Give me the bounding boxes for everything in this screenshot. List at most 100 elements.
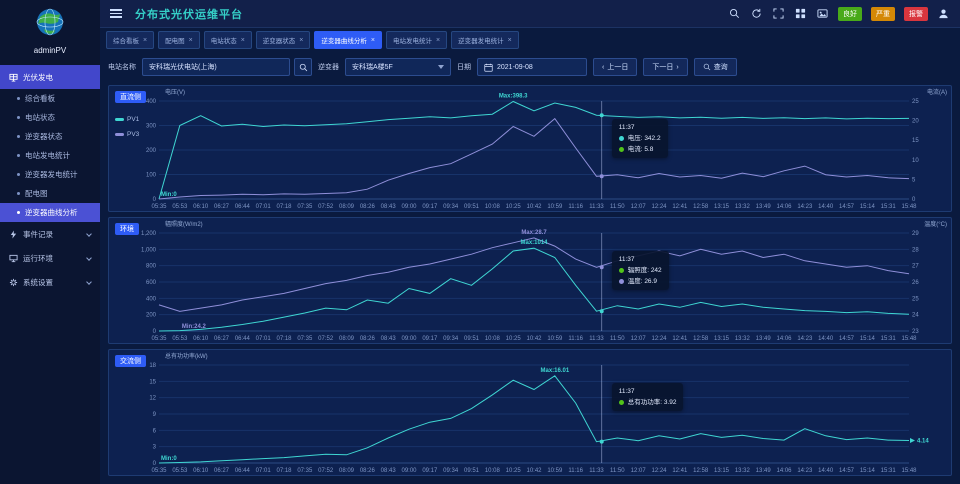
- close-icon[interactable]: ×: [507, 36, 512, 44]
- svg-text:13:32: 13:32: [735, 204, 751, 210]
- station-input[interactable]: 安科瑞光伏电站(上海): [142, 58, 290, 76]
- grid-icon[interactable]: [794, 7, 807, 20]
- sidebar-item-3[interactable]: 系统设置: [0, 270, 100, 294]
- inverter-select[interactable]: 安科瑞A楼5F: [345, 58, 451, 76]
- svg-text:10:08: 10:08: [485, 468, 501, 474]
- screenshot-icon[interactable]: [816, 7, 829, 20]
- close-icon[interactable]: ×: [143, 36, 148, 44]
- svg-text:06:10: 06:10: [193, 336, 209, 342]
- svg-text:06:10: 06:10: [193, 468, 209, 474]
- svg-text:600: 600: [146, 280, 157, 286]
- svg-text:14:57: 14:57: [839, 204, 855, 210]
- tab-label: 电站发电统计: [392, 38, 432, 45]
- sidebar-subitem[interactable]: 综合看板: [0, 89, 100, 108]
- next-day-button[interactable]: 下一日 ›: [643, 58, 688, 76]
- svg-text:15:31: 15:31: [881, 336, 897, 342]
- svg-text:11:33: 11:33: [589, 468, 604, 474]
- menu-toggle-icon[interactable]: [110, 9, 122, 18]
- sidebar-subitem[interactable]: 配电图: [0, 184, 100, 203]
- tab-5[interactable]: 电站发电统计 ×: [385, 31, 448, 49]
- tab-6[interactable]: 逆变器发电统计 ×: [451, 31, 519, 49]
- svg-text:15:31: 15:31: [881, 468, 897, 474]
- svg-text:15: 15: [149, 379, 156, 385]
- sidebar-item-1[interactable]: 事件记录: [0, 222, 100, 246]
- globe-logo-icon: [36, 8, 64, 36]
- sidebar-subitem[interactable]: 电站发电统计: [0, 146, 100, 165]
- svg-text:13:15: 13:15: [714, 468, 730, 474]
- tab-3[interactable]: 逆变器状态 ×: [255, 31, 311, 49]
- series-line: [158, 237, 910, 312]
- sidebar-item-label: 运行环境: [23, 253, 53, 263]
- svg-text:07:01: 07:01: [256, 204, 272, 210]
- svg-text:11:50: 11:50: [610, 336, 625, 342]
- main-content: 分布式光伏运维平台 良好 严重 报警 综合看板 × 配电图: [100, 0, 960, 484]
- close-icon[interactable]: ×: [435, 36, 441, 44]
- svg-text:0: 0: [153, 197, 157, 203]
- user-icon[interactable]: [937, 7, 950, 20]
- tab-2[interactable]: 电站状态 ×: [203, 31, 252, 49]
- svg-text:10: 10: [912, 158, 919, 164]
- status-badge-good[interactable]: 良好: [838, 6, 862, 21]
- fullscreen-icon[interactable]: [772, 7, 785, 20]
- chart-canvas: 0 3 6 9 12 15 18 总有功功率(kW) 05:35 05:53 06:10 06:27 0…: [149, 352, 929, 474]
- sidebar-subitem[interactable]: 逆变器发电统计: [0, 165, 100, 184]
- svg-text:12:24: 12:24: [651, 204, 667, 210]
- svg-text:13:15: 13:15: [714, 336, 730, 342]
- close-icon[interactable]: ×: [299, 36, 304, 44]
- svg-text:06:27: 06:27: [214, 468, 230, 474]
- bullet-icon: [17, 97, 20, 100]
- status-badge-severe[interactable]: 严重: [871, 6, 895, 21]
- sidebar-subitem[interactable]: 电站状态: [0, 108, 100, 127]
- svg-text:10:08: 10:08: [485, 336, 501, 342]
- svg-text:11:33: 11:33: [589, 204, 604, 210]
- svg-text:07:35: 07:35: [297, 468, 313, 474]
- tab-label: 电站状态: [210, 38, 237, 45]
- chart-plot: 0 200 400 600 800 1,000 1,200 23 24 25 26 27 28 29 辐照度…: [109, 218, 951, 343]
- query-label: 查询: [713, 64, 728, 71]
- panel-tag: 环境: [115, 223, 139, 235]
- tab-4[interactable]: 逆变器曲线分析 ×: [314, 31, 382, 49]
- bullet-icon: [17, 116, 20, 119]
- station-search-button[interactable]: [294, 58, 312, 76]
- search-icon[interactable]: [728, 7, 741, 20]
- tab-label: 逆变器状态: [262, 38, 296, 45]
- status-badge-alarm[interactable]: 报警: [904, 6, 928, 21]
- search-icon: [703, 63, 710, 71]
- svg-text:14:57: 14:57: [839, 336, 855, 342]
- svg-text:13:49: 13:49: [756, 468, 772, 474]
- svg-text:07:18: 07:18: [276, 336, 292, 342]
- svg-text:电流(A): 电流(A): [927, 88, 947, 96]
- close-icon[interactable]: ×: [240, 36, 245, 44]
- sidebar-menu: 光伏发电综合看板电站状态 逆变器状态 电站发电统计 逆变器发电统计 配电图 逆变器曲线分析…: [0, 65, 100, 294]
- legend-item-PV1[interactable]: PV1: [115, 116, 139, 123]
- sidebar-subitem[interactable]: 逆变器状态: [0, 127, 100, 146]
- sidebar-item-0[interactable]: 光伏发电: [0, 65, 100, 89]
- sidebar-subitem-label: 综合看板: [25, 94, 55, 103]
- svg-text:23: 23: [912, 329, 919, 335]
- svg-text:14:57: 14:57: [839, 468, 855, 474]
- chevron-down-icon: [86, 255, 92, 261]
- charts-area: 直流侧 PV1 PV3 0 100 200 300 400 0 5 10 15 20 25 电压(V) 电流(…: [100, 82, 960, 484]
- svg-text:10:59: 10:59: [547, 204, 563, 210]
- svg-text:09:51: 09:51: [464, 204, 480, 210]
- svg-text:08:09: 08:09: [339, 204, 355, 210]
- close-icon[interactable]: ×: [188, 36, 193, 44]
- svg-text:12:07: 12:07: [631, 336, 647, 342]
- query-button[interactable]: 查询: [693, 58, 737, 76]
- sidebar-subitem[interactable]: 逆变器曲线分析: [0, 203, 100, 222]
- tab-1[interactable]: 配电图 ×: [158, 31, 200, 49]
- chart-annotation: Min:24.2: [182, 324, 207, 330]
- legend-item-PV3[interactable]: PV3: [115, 131, 139, 138]
- tab-0[interactable]: 综合看板 ×: [106, 31, 155, 49]
- legend-mark-icon: [115, 133, 124, 136]
- sidebar-item-2[interactable]: 运行环境: [0, 246, 100, 270]
- prev-day-button[interactable]: ‹ 上一日: [593, 58, 638, 76]
- svg-text:05:53: 05:53: [172, 468, 188, 474]
- date-input[interactable]: 2021-09-08: [477, 58, 587, 76]
- chart-panel-0: 直流侧 PV1 PV3 0 100 200 300 400 0 5 10 15 20 25 电压(V) 电流(…: [108, 85, 952, 212]
- refresh-icon[interactable]: [750, 7, 763, 20]
- svg-text:辐照度(W/m2): 辐照度(W/m2): [165, 220, 203, 228]
- close-icon[interactable]: ×: [370, 36, 375, 44]
- svg-text:14:06: 14:06: [776, 204, 792, 210]
